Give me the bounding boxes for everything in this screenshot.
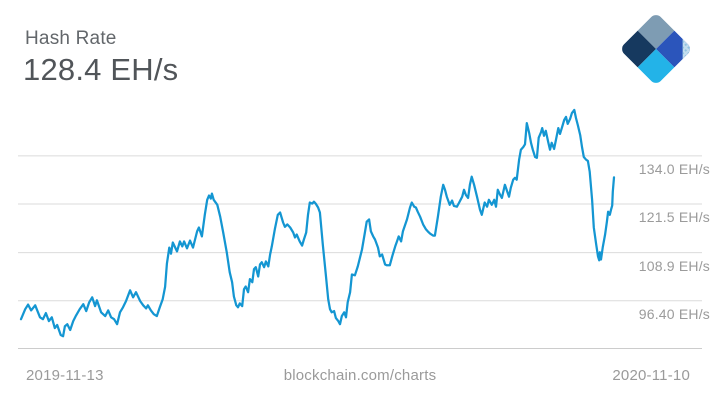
x-axis-start-label: 2019-11-13 xyxy=(26,367,104,384)
watermark-label: blockchain.com/charts xyxy=(283,367,437,384)
hashrate-line xyxy=(19,108,616,338)
chart-title: Hash Rate xyxy=(25,28,117,49)
y-axis-tick-label: 134.0 EH/s xyxy=(638,161,710,177)
y-axis-tick-label: 108.9 EH/s xyxy=(638,258,710,274)
x-axis-end-label: 2020-11-10 xyxy=(612,367,690,384)
chart-current-value: 128.4 EH/s xyxy=(23,52,179,87)
y-axis-tick-label: 96.40 EH/s xyxy=(638,306,710,322)
y-axis-tick-label: 121.5 EH/s xyxy=(638,209,710,225)
